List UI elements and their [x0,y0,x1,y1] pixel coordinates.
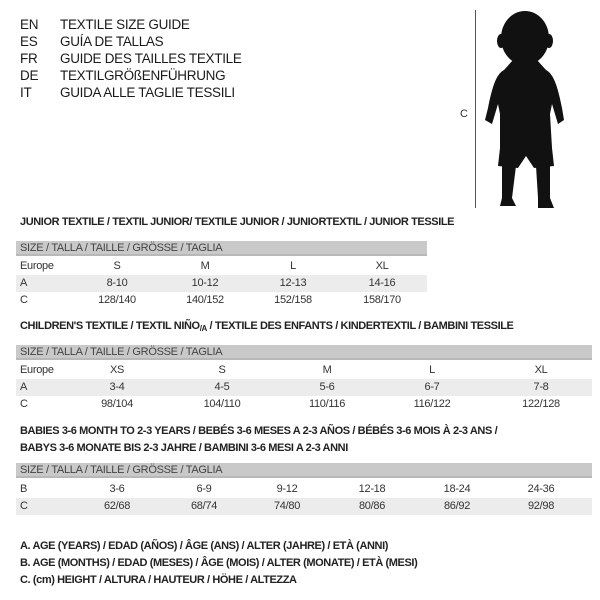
table-cell: 68/74 [190,500,218,512]
table-row: C 128/140 140/152 152/158 158/170 [16,292,427,309]
title-text: CHILDREN'S TEXTILE / TEXTIL NIÑO [20,320,200,332]
table-cell: 9-12 [276,483,298,495]
junior-section-title: JUNIOR TEXTILE / TEXTIL JUNIOR/ TEXTILE … [20,216,455,228]
babies-section-title-line2: BABYS 3-6 MONATE BIS 2-3 JAHRE / BAMBINI… [20,442,348,454]
height-measure-label: C [460,108,468,120]
table-cell: 12-18 [358,483,386,495]
language-title: ES GUÍA DE TALLAS [20,33,164,50]
language-code: ES [20,34,38,49]
table-row: A 3-4 4-5 5-6 6-7 7-8 [16,379,592,396]
table-cell: 98/104 [101,398,133,410]
language-guide-title: TEXTILE SIZE GUIDE [60,17,190,32]
table-cell: S [218,364,226,376]
table-cell: 6-7 [424,381,440,393]
table-cell: 122/128 [522,398,560,410]
table-cell: 110/116 [308,398,346,410]
language-title: EN TEXTILE SIZE GUIDE [20,16,190,33]
table-cell: 140/152 [186,294,224,306]
table-cell: 62/68 [103,500,131,512]
children-size-header: SIZE / TALLA / TAILLE / GRÖSSE / TAGLIA [16,345,592,360]
language-guide-title: GUIDA ALLE TAGLIE TESSILI [60,85,235,100]
table-row: Europe S M L XL [16,258,427,275]
title-text: / TEXTILE DES ENFANTS / KINDERTEXTIL / B… [206,320,514,332]
table-cell: 158/170 [363,294,401,306]
table-cell: L [429,364,435,376]
table-cell: 80/86 [358,500,386,512]
table-row: A 8-10 10-12 12-13 14-16 [16,275,427,292]
table-cell: 86/92 [443,500,471,512]
table-cell: XL [534,364,548,376]
table-cell: XL [375,260,389,272]
table-cell: 24-36 [527,483,555,495]
table-cell: 74/80 [273,500,301,512]
language-title: DE TEXTILGRÖßENFÜHRUNG [20,67,226,84]
table-cell: 14-16 [368,277,396,289]
height-measure-line [475,10,476,208]
table-cell: S [113,260,121,272]
table-cell: 7-8 [533,381,549,393]
row-label: Europe [20,364,54,376]
table-cell: M [322,364,332,376]
table-cell: XS [109,364,125,376]
legend-b: B. AGE (MONTHS) / EDAD (MESES) / ÂGE (MO… [20,557,418,569]
child-silhouette-icon [485,11,564,208]
table-cell: 116/122 [413,398,451,410]
row-label: C [20,500,28,512]
table-row: B 3-6 6-9 9-12 12-18 18-24 24-36 [16,481,592,498]
table-cell: 10-12 [191,277,219,289]
table-cell: 5-6 [319,381,335,393]
table-cell: 128/140 [98,294,136,306]
row-label: A [20,277,28,289]
table-cell: M [200,260,210,272]
language-code: IT [20,85,32,100]
language-guide-title: GUIDE DES TAILLES TEXTILE [60,51,242,66]
row-label: C [20,294,28,306]
table-row: C 62/68 68/74 74/80 80/86 86/92 92/98 [16,498,592,515]
table-cell: 152/158 [274,294,312,306]
babies-section-title-line1: BABIES 3-6 MONTH TO 2-3 YEARS / BEBÉS 3-… [20,425,498,437]
table-cell: 4-5 [214,381,230,393]
language-code: EN [20,17,39,32]
language-guide-title: TEXTILGRÖßENFÜHRUNG [60,68,226,83]
legend-a: A. AGE (YEARS) / EDAD (AÑOS) / ÂGE (ANS)… [20,540,388,552]
language-title: FR GUIDE DES TAILLES TEXTILE [20,50,242,67]
language-code: DE [20,68,39,83]
language-title: IT GUIDA ALLE TAGLIE TESSILI [20,84,235,101]
table-cell: 3-4 [109,381,125,393]
row-label: Europe [20,260,54,272]
row-label: C [20,398,28,410]
row-label: A [20,381,28,393]
language-guide-title: GUÍA DE TALLAS [60,34,164,49]
title-subscript: /A [199,324,208,333]
babies-size-header: SIZE / TALLA / TAILLE / GRÖSSE / TAGLIA [16,463,592,478]
row-label: B [20,483,28,495]
children-section-title: CHILDREN'S TEXTILE / TEXTIL NIÑO/A / TEX… [20,320,514,333]
table-cell: 6-9 [196,483,212,495]
legend-c: C. (cm) HEIGHT / ALTURA / HAUTEUR / HÖHE… [20,574,297,586]
table-row: Europe XS S M L XL [16,362,592,379]
junior-size-header: SIZE / TALLA / TAILLE / GRÖSSE / TAGLIA [16,241,427,256]
table-cell: 8-10 [106,277,128,289]
table-cell: 3-6 [109,483,125,495]
table-cell: L [290,260,296,272]
table-row: C 98/104 104/110 110/116 116/122 122/128 [16,396,592,413]
table-cell: 92/98 [527,500,555,512]
table-cell: 12-13 [279,277,307,289]
table-cell: 18-24 [443,483,471,495]
language-code: FR [20,51,38,66]
table-cell: 104/110 [203,398,241,410]
